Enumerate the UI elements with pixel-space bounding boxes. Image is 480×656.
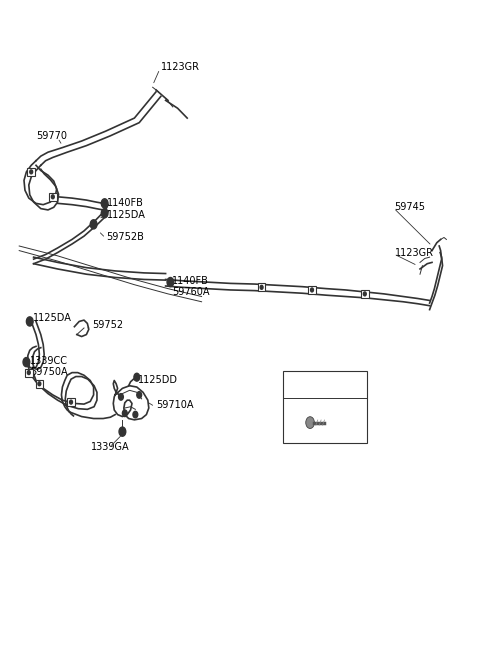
Bar [49,193,57,201]
Bar [308,286,316,294]
Text: 1123GR: 1123GR [395,247,433,258]
Circle shape [101,209,108,218]
Text: 59710A: 59710A [156,400,193,411]
Bar [361,290,369,298]
Bar [258,283,265,291]
Text: 59770: 59770 [36,131,67,141]
Text: 1140FB: 1140FB [172,276,209,286]
Bar [27,168,35,176]
Text: 1125DA: 1125DA [33,313,72,323]
Circle shape [27,371,30,375]
Circle shape [306,417,314,428]
Text: 1140FB: 1140FB [107,198,144,209]
Circle shape [101,199,108,208]
Circle shape [119,427,126,436]
Circle shape [122,410,127,417]
Circle shape [26,317,33,326]
Text: 59750A: 59750A [30,367,67,377]
Bar [67,398,75,406]
Text: 59752: 59752 [92,319,123,330]
Circle shape [90,220,97,229]
Circle shape [134,373,140,381]
Bar [25,369,33,377]
Circle shape [260,285,263,289]
Text: 1123GR: 1123GR [161,62,200,72]
Text: 1339CC: 1339CC [30,356,68,366]
Circle shape [30,170,33,174]
Circle shape [363,292,366,296]
Circle shape [119,394,123,400]
Circle shape [38,382,41,386]
Text: 1125DD: 1125DD [138,375,178,386]
Circle shape [23,358,30,367]
Bar [283,371,367,443]
Text: 59745: 59745 [395,201,426,212]
Bar [36,380,43,388]
Circle shape [167,277,174,287]
Text: 59760A: 59760A [172,287,209,297]
Text: 59752B: 59752B [107,232,144,243]
Circle shape [51,195,54,199]
Text: 1339GA: 1339GA [91,442,130,453]
Circle shape [311,288,313,292]
Circle shape [137,392,142,398]
Text: 1125DA: 1125DA [107,210,145,220]
Circle shape [70,400,72,404]
Circle shape [133,411,138,418]
